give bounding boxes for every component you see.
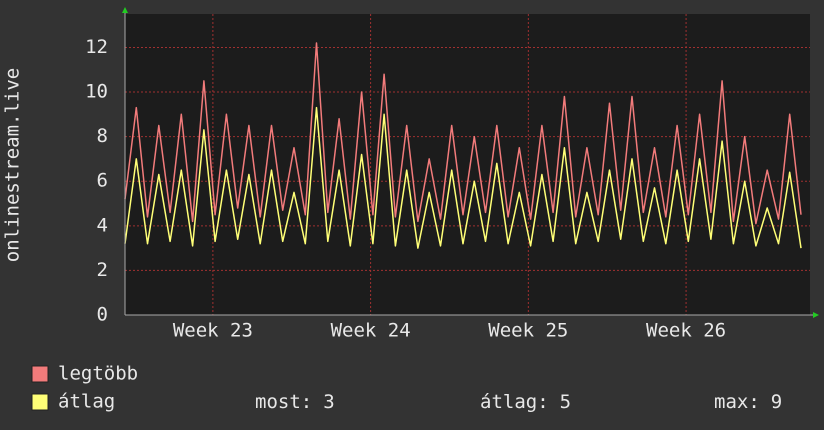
plot-area <box>125 14 810 315</box>
stat: most: 3 <box>255 391 335 413</box>
stat: max: 9 <box>714 391 782 413</box>
stat-label: max: <box>714 391 760 413</box>
y-tick-label: 2 <box>97 259 108 281</box>
lines <box>124 42 802 249</box>
legend-label: legtöbb <box>58 363 138 385</box>
axis-arrow <box>813 312 819 318</box>
axis-arrow <box>122 7 128 13</box>
x-tick-label: Week 24 <box>331 320 411 342</box>
y-tick-label: 4 <box>97 214 108 236</box>
legend-swatch <box>31 365 49 383</box>
stat-label: most: <box>255 391 312 413</box>
stat-value: 9 <box>771 391 782 413</box>
x-tick-label: Week 26 <box>646 320 726 342</box>
legend-label: átlag <box>58 391 115 413</box>
x-tick-label: Week 25 <box>488 320 568 342</box>
y-tick-label: 8 <box>97 125 108 147</box>
series-line <box>124 106 802 249</box>
legend-swatch <box>31 393 49 411</box>
y-tick-label: 10 <box>85 81 108 103</box>
stat-value: 3 <box>323 391 334 413</box>
x-tick-label: Week 23 <box>173 320 253 342</box>
y-tick-label: 12 <box>85 36 108 58</box>
series-line <box>124 42 802 225</box>
stat: átlag: 5 <box>480 391 571 413</box>
stat-label: átlag: <box>480 391 549 413</box>
y-tick-label: 0 <box>97 304 108 326</box>
y-tick-label: 6 <box>97 170 108 192</box>
legend: legtöbb átlag most: 3 átlag: 5 max: 9 <box>31 363 782 413</box>
y-axis-label: onlinestream.live <box>2 68 24 262</box>
stat-value: 5 <box>560 391 571 413</box>
